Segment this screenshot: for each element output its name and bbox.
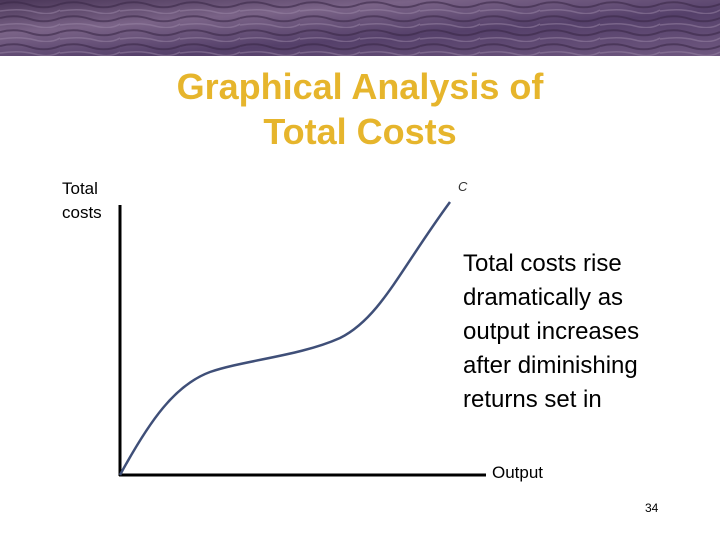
annotation: Total costs rise dramatically as output …: [463, 250, 639, 413]
page-number: 34: [645, 501, 659, 515]
curve-label: C: [458, 179, 468, 194]
y-axis-label: Total costs: [62, 179, 102, 222]
title-line: Total Costs: [263, 111, 456, 152]
annotation-line: dramatically as: [463, 284, 623, 311]
x-axis-label: Output: [492, 463, 543, 482]
y-axis-label-line: Total: [62, 179, 98, 198]
annotation-line: after diminishing: [463, 352, 638, 379]
banner-texture: [0, 0, 720, 56]
y-axis-label-line: costs: [62, 203, 102, 222]
annotation-line: output increases: [463, 318, 639, 345]
title: Graphical Analysis of Total Costs: [177, 66, 545, 152]
cost-curve: [118, 201, 452, 476]
title-line: Graphical Analysis of: [177, 66, 545, 107]
annotation-line: Total costs rise: [463, 250, 622, 277]
annotation-line: returns set in: [463, 386, 602, 413]
